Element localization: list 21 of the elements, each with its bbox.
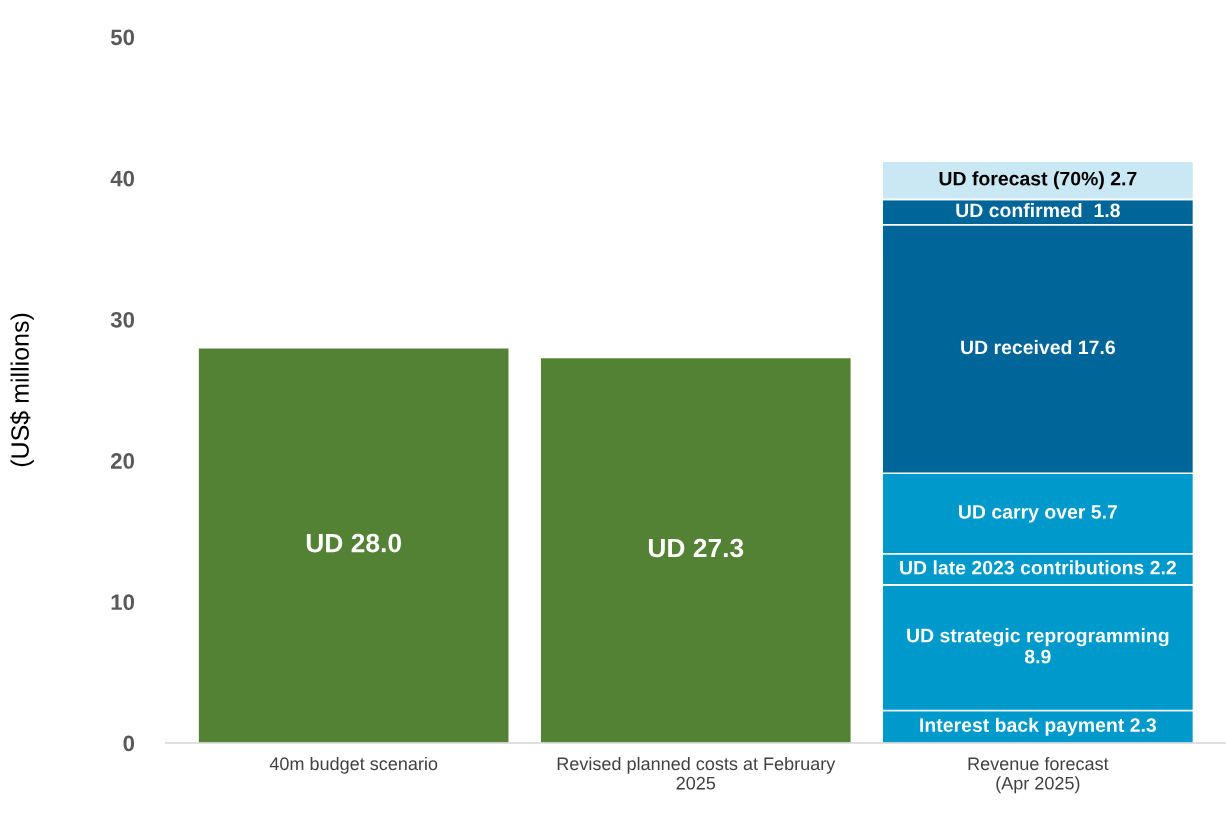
y-tick-label: 30 bbox=[110, 311, 135, 328]
data-label: Interest back payment 2.3 bbox=[920, 717, 1157, 736]
y-tick-label: 10 bbox=[111, 594, 135, 611]
bar bbox=[539, 356, 853, 743]
y-axis-title: (US$ millions) bbox=[10, 313, 34, 467]
data-label: UD 28.0 bbox=[306, 533, 401, 553]
x-tick-label: Revenue forecast (Apr 2025) bbox=[968, 756, 1109, 794]
data-label: UD 27.3 bbox=[648, 538, 744, 558]
data-label: UD confirmed 1.8 bbox=[956, 202, 1120, 218]
y-tick-label: 0 bbox=[123, 735, 135, 752]
data-label: UD late 2023 contributions 2.2 bbox=[900, 560, 1176, 575]
x-tick-label: Revised planned costs at February 2025 bbox=[557, 756, 836, 790]
y-tick-label: 50 bbox=[110, 29, 135, 46]
bar bbox=[197, 346, 511, 743]
data-label: UD received 17.6 bbox=[961, 339, 1115, 355]
y-tick-label: 20 bbox=[111, 453, 135, 469]
data-label: UD forecast (70%) 2.7 bbox=[939, 171, 1137, 190]
x-tick-label: 40m budget scenario bbox=[269, 756, 438, 774]
data-label: UD carry over 5.7 bbox=[959, 505, 1117, 523]
data-label: UD strategic reprogramming 8.9 bbox=[907, 628, 1169, 664]
y-tick-label: 40 bbox=[110, 170, 135, 187]
